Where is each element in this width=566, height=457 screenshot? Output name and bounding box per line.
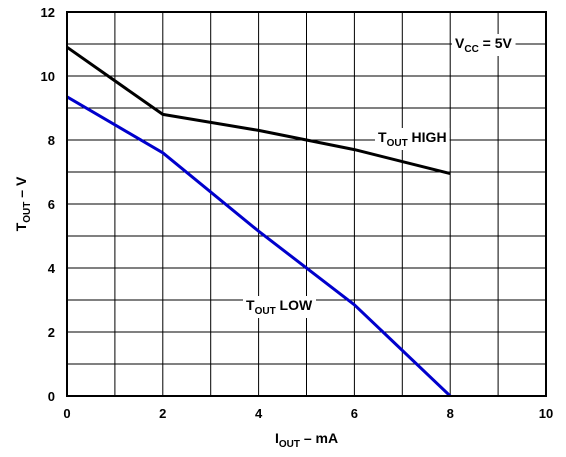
y-axis-label: TOUT – V — [13, 176, 33, 231]
y-tick-label: 2 — [48, 325, 55, 340]
condition-label-main: V — [455, 35, 465, 51]
series-layer — [66, 45, 452, 398]
y-tick-label: 4 — [48, 261, 56, 276]
condition-label-sub: CC — [464, 44, 478, 55]
series-label-low-background — [243, 296, 317, 318]
y-tick-label: 12 — [41, 5, 55, 20]
y-tick-labels: 0 2 4 6 8 10 12 — [41, 5, 56, 404]
condition-label: VCC = 5V — [455, 35, 513, 55]
series-label-tout-low: TOUT LOW — [246, 297, 313, 317]
x-tick-label: 6 — [351, 406, 358, 421]
x-axis-label: IOUT – mA — [275, 430, 338, 450]
x-axis-label-sub: OUT — [279, 439, 300, 450]
x-axis-label-rest: – mA — [300, 430, 338, 446]
x-tick-label: 2 — [159, 406, 166, 421]
x-tick-label: 0 — [63, 406, 70, 421]
series-line-tout-high — [66, 45, 451, 176]
y-tick-label: 8 — [48, 133, 55, 148]
series-label-high-sub: OUT — [387, 138, 408, 149]
grid — [67, 12, 546, 396]
series-line-tout-low — [66, 95, 452, 398]
condition-label-rest: = 5V — [479, 35, 513, 51]
series-label-high-rest: HIGH — [408, 129, 447, 145]
plot-frame — [66, 11, 547, 397]
x-axis-label-main: I — [275, 430, 279, 446]
x-tick-label: 8 — [447, 406, 454, 421]
series-label-tout-high: TOUT HIGH — [378, 129, 447, 149]
y-tick-label: 6 — [48, 197, 55, 212]
y-axis-label-main: T — [13, 222, 29, 231]
y-tick-label: 10 — [41, 69, 55, 84]
series-label-high-main: T — [378, 129, 387, 145]
condition-label-background — [452, 34, 516, 56]
series-label-low-sub: OUT — [255, 306, 276, 317]
y-axis-label-rest: – V — [13, 176, 29, 202]
x-tick-labels: 0 2 4 6 8 10 — [63, 406, 553, 421]
series-label-high-background — [375, 128, 450, 150]
x-tick-label: 4 — [255, 406, 263, 421]
series-label-low-main: T — [246, 297, 255, 313]
x-tick-label: 10 — [539, 406, 553, 421]
y-tick-label: 0 — [48, 389, 55, 404]
y-axis-label-sub: OUT — [22, 202, 33, 223]
series-label-low-rest: LOW — [276, 297, 313, 313]
